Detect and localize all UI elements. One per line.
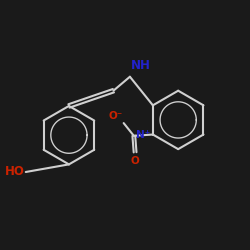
Text: O⁻: O⁻ [108,111,122,121]
Text: HO: HO [4,166,24,178]
Text: N⁺: N⁺ [136,130,150,140]
Text: NH: NH [131,59,151,72]
Text: O: O [131,156,140,166]
